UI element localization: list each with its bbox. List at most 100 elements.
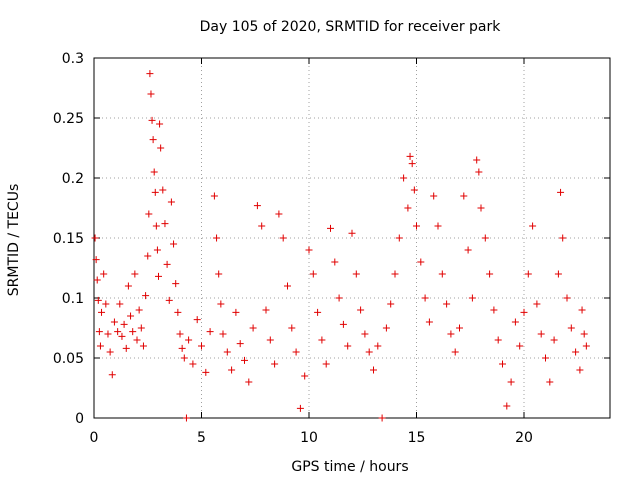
data-point: [524, 270, 532, 278]
data-point: [122, 344, 130, 352]
data-point: [352, 270, 360, 278]
data-point: [475, 168, 483, 176]
data-point: [331, 258, 339, 266]
data-point: [102, 300, 110, 308]
data-point: [434, 222, 442, 230]
data-point: [157, 144, 165, 152]
y-tick-label: 0.3: [62, 51, 84, 67]
data-point: [253, 202, 261, 210]
x-axis-label: GPS time / hours: [291, 459, 408, 475]
data-point: [116, 300, 124, 308]
y-tick-label: 0.05: [53, 351, 84, 367]
y-tick-label: 0.25: [53, 111, 84, 127]
data-point: [344, 342, 352, 350]
data-point: [279, 234, 287, 242]
data-point: [322, 360, 330, 368]
data-point: [374, 342, 382, 350]
y-axis-label: SRMTID / TECUs: [6, 184, 22, 297]
data-point: [193, 316, 201, 324]
data-point: [408, 160, 416, 168]
data-point: [93, 276, 101, 284]
data-point: [410, 186, 418, 194]
data-point: [400, 174, 408, 182]
data-point: [145, 210, 153, 218]
data-point: [563, 294, 571, 302]
data-point: [151, 188, 159, 196]
data-point: [120, 320, 128, 328]
y-tick-label: 0.1: [62, 291, 84, 307]
data-point: [144, 252, 152, 260]
data-point: [180, 354, 188, 362]
data-point: [507, 378, 515, 386]
data-point: [511, 318, 519, 326]
data-point: [174, 308, 182, 316]
data-point: [258, 222, 266, 230]
data-point: [170, 240, 178, 248]
data-point: [395, 234, 403, 242]
data-point: [357, 306, 365, 314]
data-point: [92, 256, 100, 264]
data-point: [178, 344, 186, 352]
data-point: [182, 414, 190, 422]
data-point: [110, 318, 118, 326]
data-point: [387, 300, 395, 308]
plot-frame: [93, 57, 611, 419]
data-point: [213, 234, 221, 242]
data-point: [127, 312, 135, 320]
data-point: [464, 246, 472, 254]
data-point: [494, 336, 502, 344]
data-point: [546, 378, 554, 386]
data-point: [137, 324, 145, 332]
data-point: [447, 330, 455, 338]
data-point: [96, 342, 104, 350]
data-point: [451, 348, 459, 356]
data-point: [572, 348, 580, 356]
data-point: [292, 348, 300, 356]
y-tick-label: 0.2: [62, 171, 84, 187]
data-point: [460, 192, 468, 200]
data-point: [266, 336, 274, 344]
data-point: [339, 320, 347, 328]
chart-title: Day 105 of 2020, SRMTID for receiver par…: [200, 19, 502, 35]
data-point: [98, 308, 106, 316]
data-point: [249, 324, 257, 332]
data-point: [95, 328, 103, 336]
data-point: [228, 366, 236, 374]
data-point: [327, 224, 334, 232]
data-point: [142, 292, 150, 300]
data-point: [185, 336, 193, 344]
data-point: [236, 340, 244, 348]
data-point: [210, 192, 218, 200]
data-point: [301, 372, 309, 380]
data-point: [167, 198, 175, 206]
data-point: [275, 210, 283, 218]
data-point: [172, 280, 180, 288]
x-tick-label: 10: [300, 430, 318, 446]
data-point: [133, 336, 141, 344]
data-point: [406, 152, 414, 160]
x-tick-label: 15: [408, 430, 426, 446]
data-point: [417, 258, 425, 266]
data-point: [198, 342, 205, 350]
data-point: [165, 296, 173, 304]
data-point: [533, 300, 541, 308]
data-point: [129, 328, 137, 336]
data-point: [404, 204, 412, 212]
data-point: [271, 360, 279, 368]
data-point: [537, 330, 545, 338]
data-point: [443, 300, 451, 308]
data-point: [550, 336, 558, 344]
data-point: [361, 330, 369, 338]
data-point: [430, 192, 438, 200]
data-point: [559, 234, 567, 242]
x-tick-label: 20: [515, 430, 533, 446]
data-point: [223, 348, 231, 356]
data-point: [176, 330, 184, 338]
data-point: [520, 308, 528, 316]
data-point: [425, 318, 433, 326]
data-point: [219, 330, 227, 338]
data-point: [163, 260, 171, 268]
y-tick-label: 0.15: [53, 231, 84, 247]
data-point: [146, 70, 154, 78]
data-point: [284, 282, 291, 290]
